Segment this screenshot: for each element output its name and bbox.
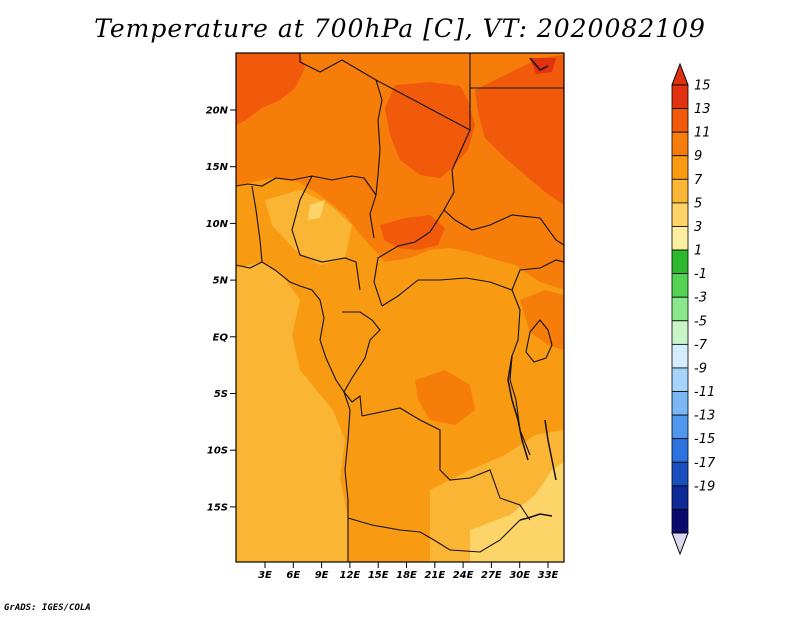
field-patch-13-15-chad [380, 215, 445, 250]
temperature-field [236, 53, 564, 562]
colorbar-label: -3 [694, 291, 707, 306]
colorbar-label: 3 [694, 220, 702, 235]
colorbar-swatch [671, 249, 689, 275]
field-patch-13-15-ne [475, 55, 564, 205]
colorbar-label: 5 [694, 196, 702, 211]
lon-tick-label: 18E [396, 570, 417, 581]
border-namibia-north [347, 517, 521, 553]
lon-tick-label: 15E [368, 570, 389, 581]
field-patch-13-15-central [385, 82, 475, 178]
colorbar-label: -5 [694, 314, 707, 329]
colorbar-swatch [671, 131, 689, 157]
border-sahel-north [236, 175, 377, 239]
border-car-drc [381, 277, 513, 307]
colorbar-swatch [671, 320, 689, 345]
lon-tick-label: 30E [509, 570, 530, 581]
lat-tick-label: 5N [213, 276, 229, 287]
colorbar-label: 11 [694, 126, 711, 141]
map-title: Temperature at 700hPa [C], VT: 202008210… [94, 14, 706, 43]
lon-tick-label: 12E [340, 570, 361, 581]
border-nigeria-cameroon [291, 175, 361, 291]
lon-tick-label: 27E [481, 570, 502, 581]
border-congo-gabon [342, 311, 381, 417]
colorbar-swatch [671, 461, 689, 487]
colorbar-label: 7 [694, 173, 703, 188]
colorbar-swatch [671, 155, 689, 180]
colorbar-label: 9 [694, 149, 702, 164]
lake-kariba [519, 513, 553, 521]
border-south-sudan [511, 259, 564, 291]
border-chad-car [373, 209, 445, 307]
lat-tick-label: EQ [213, 332, 229, 343]
border-angola-zambia [361, 407, 531, 521]
colorbar-swatch [671, 178, 689, 204]
colorbar-label: -17 [694, 456, 716, 471]
longitude-axis: 3E 6E 9E 12E 15E 18E 21E 24E 27E 30E 33E [258, 562, 559, 581]
colorbar-label: -11 [694, 385, 715, 400]
field-patch-11-13-east [520, 290, 564, 350]
lon-tick-label: 3E [258, 570, 272, 581]
colorbar-top-arrow [671, 62, 689, 86]
colorbar-label: -1 [694, 267, 707, 282]
colorbar-label: -9 [694, 361, 707, 376]
colorbar: 15 13 11 9 7 5 3 1 -1 -3 -5 -7 -9 -11 -13 -15 -17 -19 [671, 62, 716, 556]
lat-tick-label: 10N [206, 219, 229, 230]
border-niger-chad [375, 79, 383, 196]
colorbar-swatch [671, 438, 689, 463]
map-frame [235, 52, 565, 563]
colorbar-label: 1 [694, 244, 702, 259]
lon-tick-label: 24E [453, 570, 474, 581]
colorbar-swatch [671, 108, 689, 133]
field-band-5-7-southeast [470, 462, 564, 562]
lat-tick-label: 5S [214, 389, 228, 400]
colorbar-label: -13 [694, 409, 715, 424]
field-band-7-9-west [236, 262, 348, 562]
colorbar-swatch [671, 391, 689, 416]
lat-tick-label: 20N [206, 106, 229, 117]
colorbar-label: 13 [694, 102, 711, 117]
colorbar-bottom-arrow [671, 532, 689, 556]
colorbar-swatch [671, 84, 689, 109]
border-chad-sudan [443, 129, 564, 246]
colorbar-swatch [671, 226, 689, 251]
colorbar-label: -15 [694, 432, 715, 447]
field-patch-11-13-congo [415, 370, 475, 425]
colorbar-swatch [671, 296, 689, 322]
country-borders [236, 53, 564, 562]
field-patch-13-15-nw [236, 53, 305, 125]
colorbar-swatch [671, 509, 689, 534]
lake-tanganyika [507, 355, 529, 461]
colorbar-swatch [671, 343, 689, 369]
border-egypt-sudan [469, 87, 564, 108]
lon-tick-label: 21E [424, 570, 445, 581]
grads-credit: GrADS: IGES/COLA [4, 603, 91, 613]
lake-malawi [544, 419, 557, 481]
field-patch-15-plus [530, 58, 556, 74]
border-benin [251, 185, 263, 263]
lat-tick-label: 15S [207, 502, 228, 513]
lake-victoria [525, 319, 553, 363]
lat-tick-label: 15N [206, 162, 229, 173]
colorbar-label: 15 [694, 79, 711, 94]
coastline-west [236, 261, 351, 562]
lon-tick-label: 9E [315, 570, 329, 581]
nile-delta [529, 57, 549, 71]
lon-tick-label: 33E [538, 570, 559, 581]
colorbar-swatch [671, 367, 689, 392]
colorbar-label: -19 [694, 479, 715, 494]
field-band-7-9-nigeria [265, 190, 352, 265]
colorbar-swatch [671, 273, 689, 298]
lon-tick-label: 6E [286, 570, 300, 581]
colorbar-swatch [671, 414, 689, 440]
lat-tick-label: 10S [207, 446, 228, 457]
colorbar-swatch [671, 485, 689, 510]
latitude-axis: 20N 15N 10N 5N EQ 5S 10S 15S [206, 106, 236, 513]
colorbar-swatch [671, 202, 689, 227]
field-spot-5-7 [308, 200, 325, 220]
colorbar-label: -7 [694, 338, 708, 353]
